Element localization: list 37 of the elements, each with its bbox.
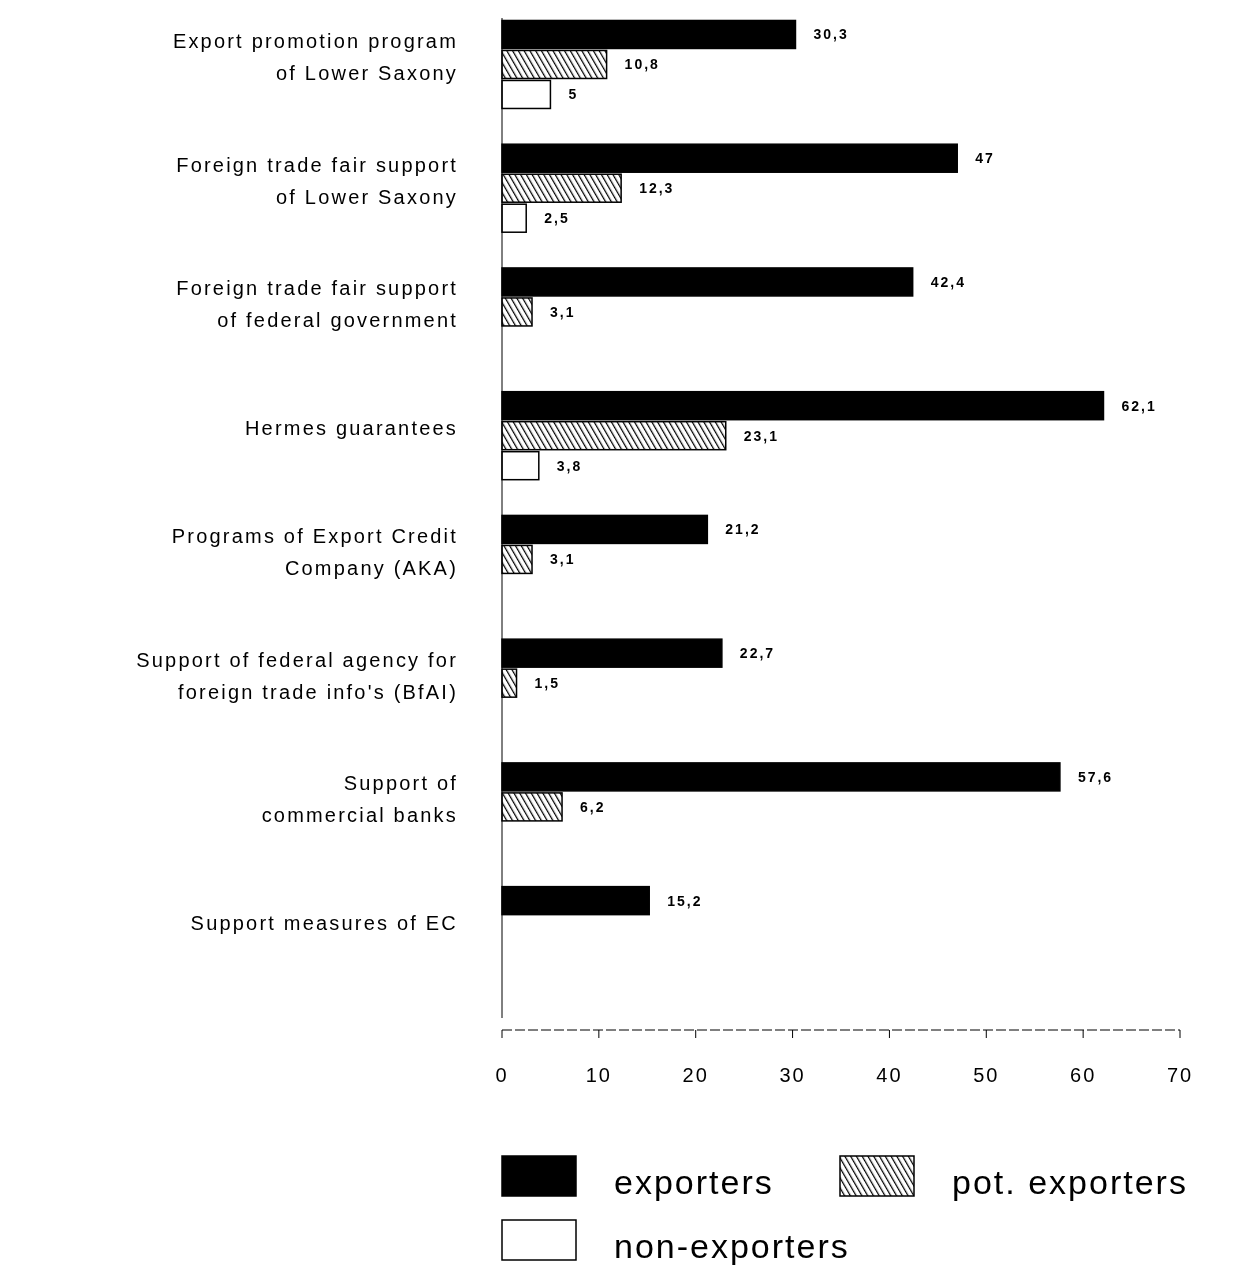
data-label: 57,6 bbox=[1077, 768, 1114, 785]
data-label: 3,1 bbox=[550, 303, 576, 320]
y-tick-label: Support of federal agency for foreign trade info's (BfAI) bbox=[136, 648, 458, 703]
y-tick-label: Hermes guarantees bbox=[244, 417, 458, 440]
data-label: 47 bbox=[975, 150, 995, 167]
data-label: 15,2 bbox=[667, 892, 703, 909]
y-tick-label: Foreign trade fair support of Lower Saxony bbox=[176, 153, 458, 208]
x-tick-label: 60 bbox=[1070, 1064, 1097, 1086]
x-tick-label: 20 bbox=[682, 1064, 709, 1086]
x-tick-label: 0 bbox=[495, 1064, 509, 1086]
data-label: 22,7 bbox=[739, 645, 776, 662]
x-tick-label: 50 bbox=[973, 1064, 1000, 1086]
x-tick-label: 40 bbox=[876, 1064, 903, 1086]
y-tick-label: Programs of Export Credit Company (AKA) bbox=[171, 524, 458, 579]
data-label: 42,4 bbox=[930, 273, 966, 290]
x-tick-label: 10 bbox=[585, 1064, 612, 1086]
legend-label: exporters bbox=[614, 1163, 774, 1201]
data-label: 30,3 bbox=[813, 26, 849, 43]
data-label: 3,1 bbox=[550, 551, 576, 568]
y-tick-label: Support measures of EC bbox=[190, 912, 458, 935]
data-label: 6,2 bbox=[580, 798, 606, 815]
data-label: 2,5 bbox=[544, 210, 570, 227]
data-label: 3,8 bbox=[556, 457, 583, 474]
data-label: 62,1 bbox=[1121, 397, 1157, 414]
y-tick-label: Export promotion program of Lower Saxony bbox=[172, 29, 458, 84]
x-tick-label: 70 bbox=[1166, 1064, 1194, 1086]
data-label: 1,5 bbox=[534, 675, 560, 692]
data-label: 5 bbox=[568, 86, 579, 103]
y-tick-label: Support of commercial banks bbox=[261, 772, 458, 827]
data-label: 21,2 bbox=[725, 521, 761, 538]
y-tick-label: Foreign trade fair support of federal government bbox=[176, 277, 458, 332]
data-label: 10,8 bbox=[624, 56, 660, 73]
data-label: 12,3 bbox=[639, 180, 675, 197]
data-label: 23,1 bbox=[743, 427, 779, 444]
legend-label: pot. exporters bbox=[952, 1163, 1188, 1201]
legend-label: non-exporters bbox=[614, 1227, 850, 1265]
x-tick-label: 30 bbox=[779, 1064, 806, 1086]
